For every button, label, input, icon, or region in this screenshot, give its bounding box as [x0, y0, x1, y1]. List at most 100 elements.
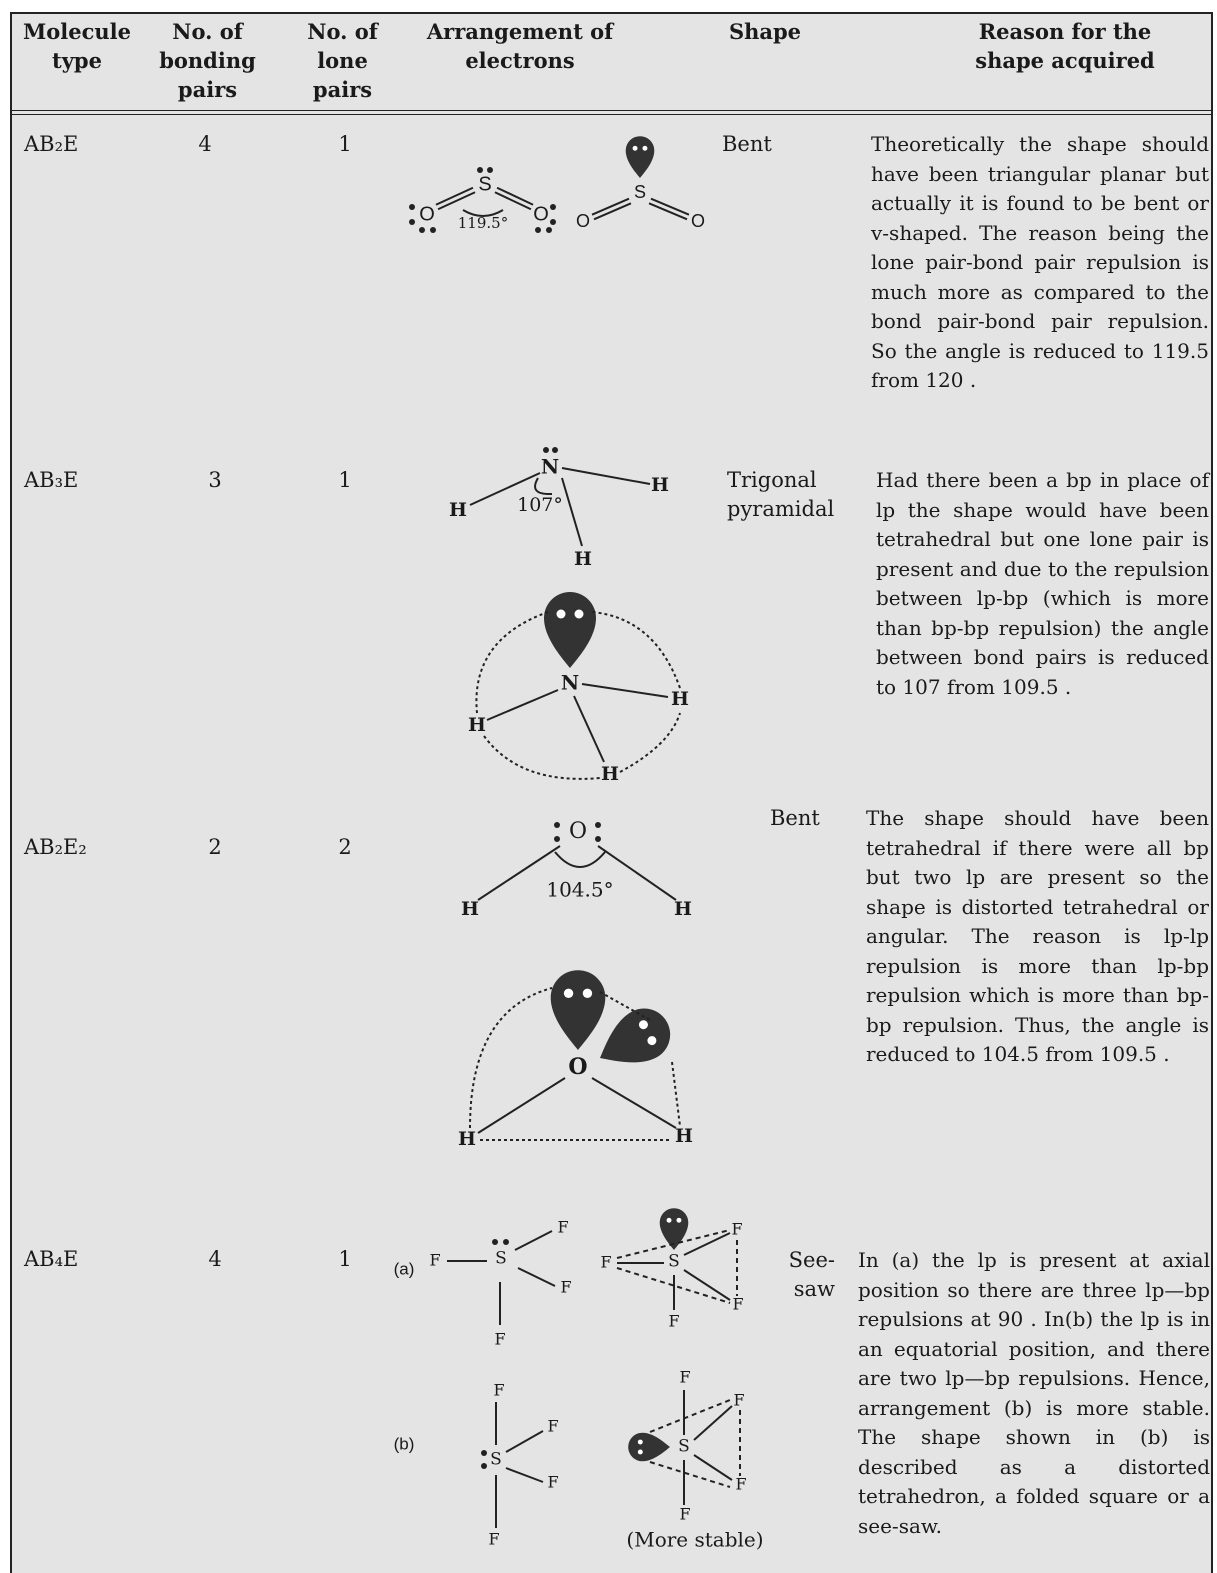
atom-label: F: [731, 1220, 742, 1239]
atom-label: F: [494, 1330, 505, 1349]
lone-pairs: 1: [338, 1247, 352, 1271]
atom-label: F: [488, 1530, 499, 1549]
lone-pairs: 1: [338, 468, 352, 492]
molecule-type: AB₃E: [24, 468, 79, 492]
atom-label: S: [490, 1450, 502, 1470]
atom-label: F: [600, 1253, 611, 1272]
bond: [561, 467, 651, 485]
electron-dot: [409, 204, 415, 210]
electron-dot: [595, 836, 601, 842]
atom-label: H: [651, 474, 669, 496]
atom-label: S: [478, 173, 491, 195]
bond: [648, 202, 688, 221]
header-rule: [10, 110, 1213, 115]
atom-label: (b): [394, 1434, 415, 1453]
header-cell: Shape: [728, 19, 802, 44]
bond: [437, 191, 476, 211]
table: [10, 12, 1213, 1573]
atom-label: F: [547, 1473, 558, 1492]
bond: [693, 1405, 733, 1441]
bond: [517, 1267, 556, 1287]
bond: [591, 197, 630, 216]
shape: See-saw: [788, 1248, 835, 1301]
atom-label: F: [679, 1505, 690, 1524]
bond: [597, 845, 677, 901]
atom-label: S: [678, 1437, 690, 1457]
shape: Trigonal pyramidal: [727, 468, 835, 521]
atom-label: 104.5°: [546, 878, 613, 902]
atom-label: O: [568, 1054, 587, 1080]
atom-label: F: [557, 1218, 568, 1237]
lone-pairs: 2: [338, 835, 352, 859]
atom-label: (More stable): [626, 1528, 763, 1552]
atom-label: H: [461, 898, 479, 920]
atom-label: F: [560, 1278, 571, 1297]
bond: [581, 683, 669, 698]
atom-label: H: [449, 499, 467, 521]
bond: [599, 991, 651, 1021]
bond: [477, 845, 561, 901]
lone-pairs: 1: [338, 132, 352, 156]
electron-dot: [543, 447, 549, 453]
lone-pair-lobe: [659, 1208, 689, 1250]
bonding-pairs: 4: [208, 1247, 222, 1271]
lone-pair-lobe: [600, 1008, 671, 1063]
electron-dot: [535, 227, 541, 233]
atom-label: 119.5°: [458, 214, 508, 232]
bonding-pairs: 2: [208, 835, 222, 859]
atom-label: F: [493, 1381, 504, 1400]
bond: [435, 186, 474, 206]
shape: Bent: [770, 806, 820, 830]
atom-label: (a): [394, 1259, 415, 1278]
bond: [469, 472, 541, 506]
outline: [483, 735, 601, 780]
atom-label: F: [735, 1475, 746, 1494]
electron-dot: [595, 822, 601, 828]
molecule-type: AB₂E: [24, 132, 79, 156]
electron-dot: [554, 822, 560, 828]
electron-dot: [550, 204, 556, 210]
electron-dot: [554, 836, 560, 842]
bond: [573, 695, 605, 763]
lone-pair-lobe: [544, 592, 596, 668]
outline: [619, 712, 681, 773]
atom-label: H: [468, 714, 486, 736]
atom-label: O: [533, 203, 549, 225]
bond: [561, 477, 583, 547]
electron-dot: [503, 1239, 509, 1245]
atom-label: F: [732, 1295, 743, 1314]
electron-dot: [477, 167, 483, 173]
outline: [554, 851, 606, 868]
molecule-type: AB₄E: [24, 1247, 79, 1271]
atom-label: S: [634, 182, 646, 202]
outline: [591, 611, 681, 689]
electron-dot: [409, 219, 415, 225]
outline: [469, 987, 553, 1129]
electron-dot: [552, 447, 558, 453]
bond: [505, 1467, 544, 1483]
header-cell: Reason for the shape acquired: [975, 19, 1155, 73]
molecule-type: AB₂E₂: [24, 835, 87, 859]
atom-label: F: [547, 1417, 558, 1436]
bond: [650, 197, 690, 216]
bond: [486, 689, 559, 721]
atom-label: F: [733, 1391, 744, 1410]
bond: [593, 202, 632, 221]
atom-label: N: [541, 455, 559, 479]
bonding-pairs: 3: [208, 468, 222, 492]
bond: [616, 1229, 731, 1259]
lone-pair-lobe: [625, 136, 655, 178]
atom-label: O: [569, 819, 587, 844]
atom-label: N: [561, 671, 579, 695]
outline: [475, 611, 549, 714]
bond: [683, 1269, 731, 1301]
bond: [671, 1061, 681, 1127]
atom-label: F: [679, 1368, 690, 1387]
header-cell: Molecule type: [23, 19, 131, 73]
bonding-pairs: 4: [198, 132, 212, 156]
outline: [462, 209, 504, 217]
atom-label: S: [668, 1252, 680, 1272]
bond: [496, 186, 534, 206]
